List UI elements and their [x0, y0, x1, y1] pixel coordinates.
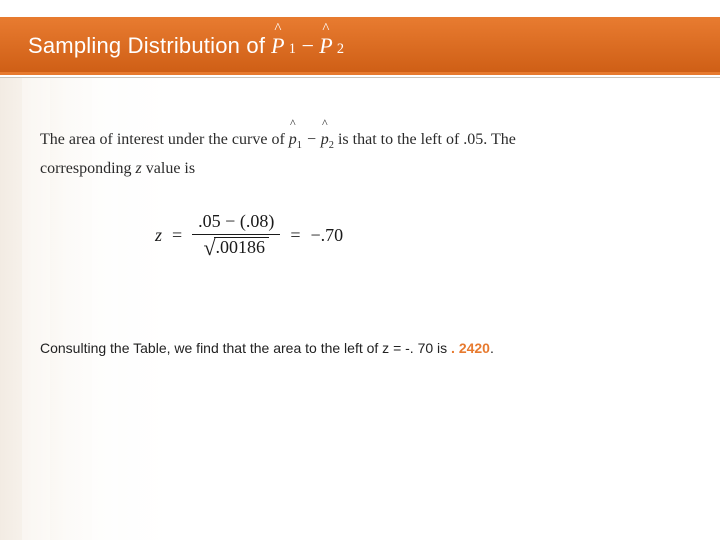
p2-sub: 2: [337, 41, 344, 58]
header-top-rule: [0, 0, 720, 20]
eq-num-b: (.08): [240, 211, 275, 231]
eq-radicand: .00186: [214, 237, 270, 258]
eq-rhs: −.70: [310, 225, 343, 246]
lead-post1: . The: [483, 131, 516, 148]
eq-equals-2: =: [290, 225, 300, 246]
eq-num-op: −: [225, 211, 235, 231]
lead-value: .05: [463, 131, 483, 148]
lead-minus: −: [302, 131, 321, 148]
equation: z = .05 − (.08) √ .00186 = −.70: [155, 212, 688, 260]
slide-body: The area of interest under the curve of …: [0, 108, 720, 540]
p1-sub: 1: [289, 41, 296, 58]
eq-fraction: .05 − (.08) √ .00186: [192, 212, 280, 260]
conclusion-highlight: . 2420: [451, 340, 490, 356]
eq-sqrt: √ .00186: [203, 237, 269, 259]
eq-lhs: z: [155, 225, 162, 246]
lead-p2-hat: ^p: [321, 126, 329, 153]
lead-pre: The area of interest under the curve of: [40, 131, 289, 148]
conclusion-line: Consulting the Table, we find that the a…: [40, 340, 494, 356]
slide-header: Sampling Distribution of ^ P 1 − ^ P 2: [0, 0, 720, 92]
slide-title: Sampling Distribution of ^ P 1 − ^ P 2: [28, 33, 344, 59]
lead-p2: p: [321, 131, 329, 148]
conclusion-post: .: [490, 340, 494, 356]
conclusion-pre: Consulting the Table, we find that the a…: [40, 340, 451, 356]
p2-hat: ^ P: [319, 33, 333, 59]
lead-line2-pre: corresponding: [40, 160, 136, 177]
header-bottom-rule: [0, 72, 720, 78]
eq-neg: −: [310, 225, 320, 245]
lead-p1-hat: ^p: [289, 126, 297, 153]
lead-mid: is that to the left of: [334, 131, 463, 148]
lead-line2-post: value is: [142, 160, 195, 177]
eq-numerator: .05 − (.08): [192, 212, 280, 232]
lead-p1: p: [289, 131, 297, 148]
eq-num-a: .05: [198, 211, 221, 231]
slide: Sampling Distribution of ^ P 1 − ^ P 2 T…: [0, 0, 720, 540]
eq-val: .70: [321, 225, 344, 245]
minus: −: [300, 33, 315, 59]
lead-paragraph: The area of interest under the curve of …: [40, 126, 688, 182]
eq-equals-1: =: [172, 225, 182, 246]
p1-hat: ^ P: [271, 33, 285, 59]
lead-formula: ^p1 − ^p2: [289, 131, 334, 148]
header-band: Sampling Distribution of ^ P 1 − ^ P 2: [0, 20, 720, 72]
title-formula: ^ P 1 − ^ P 2: [271, 33, 344, 59]
eq-denominator: √ .00186: [197, 237, 275, 260]
title-prefix: Sampling Distribution of: [28, 33, 265, 59]
